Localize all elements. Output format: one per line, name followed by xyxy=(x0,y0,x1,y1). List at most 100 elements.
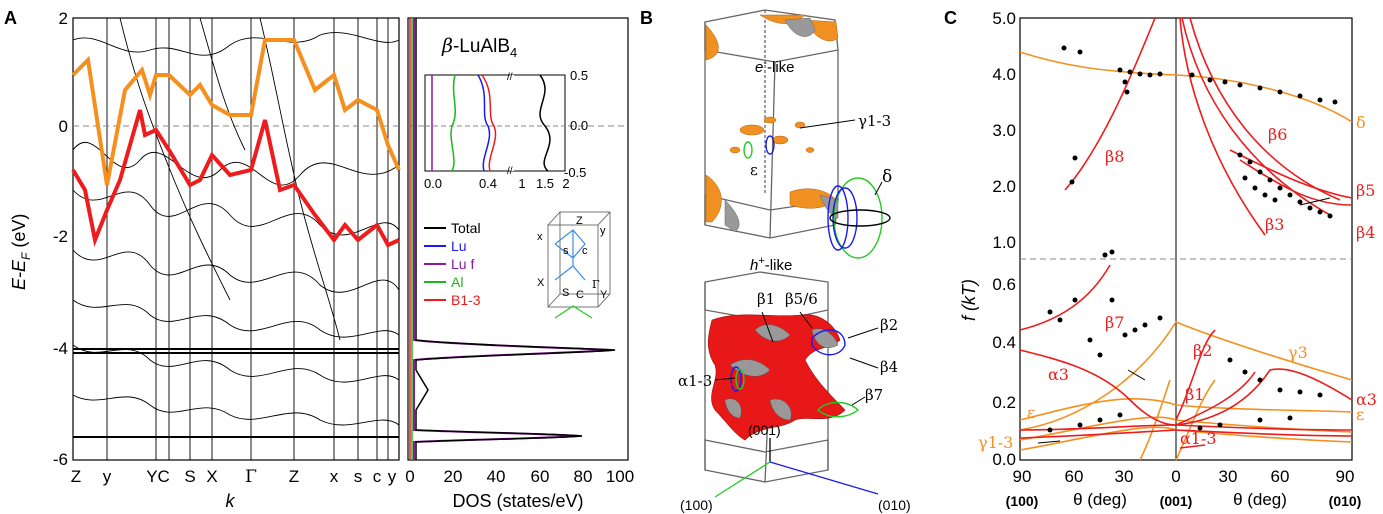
svg-text:0.6: 0.6 xyxy=(992,275,1016,294)
svg-text:ε: ε xyxy=(1356,405,1364,424)
panel-c-letter: C xyxy=(944,8,957,28)
svg-text:B1-3: B1-3 xyxy=(451,292,481,308)
dos-x-label: DOS (states/eV) xyxy=(452,491,583,511)
svg-text:Z: Z xyxy=(71,467,81,486)
electron-like-label: e--like xyxy=(755,57,795,76)
inset-x-ticks: 0.0 0.4 1 1.5 2 xyxy=(424,176,570,191)
hole-fermi-surface xyxy=(704,271,879,498)
svg-text:β7: β7 xyxy=(1105,313,1124,332)
svg-text:3.0: 3.0 xyxy=(992,121,1016,140)
svg-text:β7: β7 xyxy=(865,386,883,404)
svg-text:β2: β2 xyxy=(880,316,898,334)
svg-text:100: 100 xyxy=(606,467,634,486)
band-structure-plot xyxy=(71,17,401,461)
svg-text:X: X xyxy=(537,277,545,289)
svg-text:β8: β8 xyxy=(1105,147,1124,166)
svg-text:(100): (100) xyxy=(1006,493,1039,509)
hole-branch-labels: β1 β5/6 β2 β4 β7 α1-3 xyxy=(678,290,898,406)
svg-text:β1: β1 xyxy=(757,290,775,308)
material-title: β-LuAlB4 xyxy=(441,35,517,60)
svg-text://: // xyxy=(507,166,513,177)
svg-text:y: y xyxy=(103,467,112,486)
svg-text:-2: -2 xyxy=(53,227,68,246)
electron-fermi-surface xyxy=(704,9,891,259)
c-x-labels: θ (deg) θ (deg) xyxy=(1073,490,1287,509)
svg-text:(001): (001) xyxy=(748,422,781,438)
svg-text:60: 60 xyxy=(1271,467,1290,486)
svg-text:s: s xyxy=(354,467,363,486)
svg-text:(001): (001) xyxy=(1160,493,1193,509)
svg-text:δ: δ xyxy=(1356,113,1366,132)
svg-text:0.0: 0.0 xyxy=(570,118,588,133)
svg-text:Γ: Γ xyxy=(592,278,600,291)
svg-text:Lu f: Lu f xyxy=(451,256,474,272)
svg-text:0.2: 0.2 xyxy=(992,393,1016,412)
c-branch-labels: δ β8 β6 β5 β3 β4 β7 γ3 β2 α3 α3 ε ε β1 α… xyxy=(978,113,1377,452)
orange-band xyxy=(71,38,401,186)
svg-text:0.4: 0.4 xyxy=(992,333,1016,352)
svg-text:Y: Y xyxy=(600,289,608,301)
c-y-ticks-upper: 5.0 4.0 3.0 2.0 1.0 xyxy=(992,9,1016,252)
svg-text:Al: Al xyxy=(451,274,463,290)
svg-text:ε: ε xyxy=(1027,403,1035,422)
c-y-label: f (kT) xyxy=(959,279,979,321)
svg-text:γ1-3: γ1-3 xyxy=(978,433,1013,452)
svg-text:β4: β4 xyxy=(1356,223,1375,242)
b-axis-labels: (001) (100) (010) xyxy=(680,422,911,513)
svg-text:β4: β4 xyxy=(880,358,898,376)
svg-text:(010): (010) xyxy=(1329,493,1362,509)
svg-text:-6: -6 xyxy=(53,450,68,469)
svg-text:C: C xyxy=(576,289,584,301)
svg-text:2: 2 xyxy=(59,9,68,28)
svg-text:β3: β3 xyxy=(1265,215,1284,234)
dos-inset: // // xyxy=(424,72,566,177)
svg-text:β5/6: β5/6 xyxy=(785,290,818,308)
red-band xyxy=(71,109,400,248)
svg-text:2: 2 xyxy=(562,176,569,191)
svg-text:2.0: 2.0 xyxy=(992,177,1016,196)
svg-text:Lu: Lu xyxy=(451,238,467,254)
svg-text:y: y xyxy=(388,467,397,486)
panel-a-letter: A xyxy=(4,8,17,28)
c-direction-labels: (100) (001) (010) xyxy=(1006,493,1362,509)
svg-text:y: y xyxy=(600,225,606,237)
svg-text:β1: β1 xyxy=(1185,385,1204,404)
svg-text:c: c xyxy=(373,467,382,486)
svg-text:1: 1 xyxy=(518,176,525,191)
svg-text:0.0: 0.0 xyxy=(424,176,442,191)
svg-text:x: x xyxy=(330,467,339,486)
svg-text:0.0: 0.0 xyxy=(992,450,1016,469)
svg-text:0.4: 0.4 xyxy=(479,176,497,191)
svg-text:β5: β5 xyxy=(1356,181,1375,200)
svg-text:60: 60 xyxy=(1065,467,1084,486)
svg-text:θ (deg): θ (deg) xyxy=(1073,490,1127,509)
svg-text:S: S xyxy=(562,287,569,299)
svg-text:θ (deg): θ (deg) xyxy=(1233,490,1287,509)
svg-text:γ3: γ3 xyxy=(1288,343,1308,362)
svg-text:Γ: Γ xyxy=(245,467,257,487)
svg-text:-0.5: -0.5 xyxy=(564,165,586,180)
band-x-label: k xyxy=(226,491,236,511)
svg-text:α3: α3 xyxy=(1048,365,1069,384)
svg-text:α1-3: α1-3 xyxy=(678,372,712,390)
svg-text:4.0: 4.0 xyxy=(992,65,1016,84)
c-y-ticks-lower: 0.6 0.4 0.2 0.0 xyxy=(992,275,1016,469)
svg-text:30: 30 xyxy=(1219,467,1238,486)
svg-text:-4: -4 xyxy=(53,339,68,358)
svg-text:0: 0 xyxy=(59,117,68,136)
svg-text:1.5: 1.5 xyxy=(536,176,554,191)
svg-text:1.0: 1.0 xyxy=(992,233,1016,252)
svg-text:5.0: 5.0 xyxy=(992,9,1016,28)
svg-text:0: 0 xyxy=(1171,467,1180,486)
svg-text:x: x xyxy=(537,231,543,243)
svg-text:30: 30 xyxy=(1115,467,1134,486)
svg-text:(010): (010) xyxy=(878,497,911,513)
label-gamma13-b: γ1-3 xyxy=(858,112,891,130)
svg-text:β2: β2 xyxy=(1193,341,1212,360)
svg-text:Z: Z xyxy=(576,215,583,227)
band-y-ticks: 2 0 -2 -4 -6 xyxy=(53,9,68,469)
svg-text:0: 0 xyxy=(405,467,414,486)
inset-y-ticks: 0.5 0.0 -0.5 xyxy=(564,68,588,180)
svg-text:s: s xyxy=(563,245,569,257)
hole-like-label: h+-like xyxy=(750,255,792,274)
